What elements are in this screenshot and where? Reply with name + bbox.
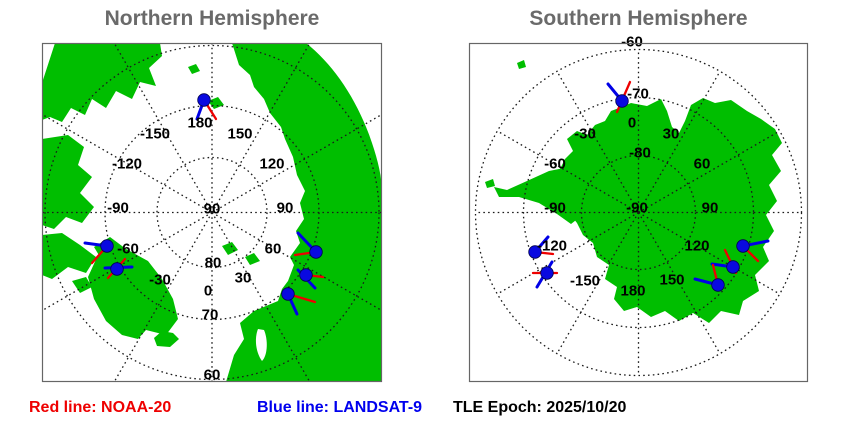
graticule-label: -90 (626, 199, 648, 216)
graticule-label: 90 (277, 199, 294, 216)
graticule-label: 120 (684, 237, 709, 254)
meridian-line (556, 212, 640, 354)
landmass (517, 60, 526, 69)
legend-red-noaa20: Red line: NOAA-20 (29, 399, 172, 416)
satellite-dot (726, 260, 740, 274)
landmass (188, 64, 200, 74)
satellite-dot (197, 93, 211, 107)
landmass (42, 43, 162, 122)
graticule-label: 60 (204, 366, 221, 383)
landmass (222, 242, 238, 255)
satellite-dot (528, 245, 542, 259)
graticule-label: -30 (574, 125, 596, 142)
latitude-ring (474, 48, 803, 377)
satellite-marker (103, 257, 134, 280)
landmass (245, 253, 260, 265)
graticule-label: 30 (663, 125, 680, 142)
legend-blue-landsat9: Blue line: LANDSAT-9 (257, 399, 423, 416)
landmass (88, 249, 178, 339)
graticule-label: -80 (629, 144, 651, 161)
south-polar-map: -60 -70 0 -30 30 -80 -60 60 -90 -90 90 -120 120 -150 1… (468, 33, 809, 383)
satellite-dot (281, 287, 295, 301)
graticule-label: 180 (187, 114, 212, 131)
satellite-dot (711, 278, 725, 292)
north-hemisphere-title: Northern Hemisphere (104, 7, 320, 30)
satellite-marker (710, 248, 740, 275)
graticule-label: -120 (537, 237, 567, 254)
satellite-dot (615, 94, 629, 108)
satellite-marker (693, 263, 725, 292)
meridian-line (497, 130, 639, 214)
satellite-marker (293, 231, 323, 259)
graticule-label: 60 (265, 240, 282, 257)
graticule-label: 30 (235, 269, 252, 286)
sea-inlet (255, 329, 267, 361)
graticule-label: -90 (544, 199, 566, 216)
graticule-label: 150 (659, 271, 684, 288)
satellite-dot (540, 266, 554, 280)
graticule-label: 90 (702, 199, 719, 216)
satellite-dot (736, 239, 750, 253)
satellite-dot (309, 245, 323, 259)
graticule-label: -120 (112, 155, 142, 172)
landmass (72, 277, 92, 293)
satellite-marker (528, 235, 555, 259)
satellite-marker (83, 239, 114, 265)
satellite-marker (281, 287, 317, 316)
graticule-label: 80 (205, 254, 222, 271)
landmass (494, 167, 580, 224)
tle-epoch-text: TLE Epoch: 2025/10/20 (453, 399, 627, 416)
south-hemisphere-title: Southern Hemisphere (529, 7, 748, 30)
landmass (42, 233, 96, 279)
satellite-marker (606, 80, 632, 114)
meridian-line (637, 71, 721, 213)
graticule-label: -150 (570, 272, 600, 289)
graticule-label: -70 (627, 85, 649, 102)
graticule-label: 60 (694, 155, 711, 172)
graticule-label: 0 (204, 282, 212, 299)
map-frame (41, 42, 383, 383)
graticule-label: 0 (628, 114, 636, 131)
meridian-line (638, 130, 780, 214)
satellite-dot (110, 262, 124, 276)
latitude-ring (580, 154, 697, 271)
latitude-ring (44, 44, 380, 381)
landmass (154, 331, 179, 347)
latitude-ring (522, 96, 755, 329)
meridian-line (638, 211, 780, 295)
graticule-label: 70 (202, 306, 219, 323)
map-frame (468, 42, 809, 383)
meridian-line (637, 212, 721, 354)
graticule-label: 120 (259, 155, 284, 172)
north-polar-map: 180 -150 150 -120 120 -90 90 90 -60 60 80 -30 30 0 70 6… (41, 42, 383, 383)
graticule-label: -60 (621, 33, 643, 50)
satellite-dot (299, 268, 313, 282)
graticule-label: 90 (204, 200, 221, 217)
meridian-line (556, 71, 640, 213)
satellite-dot (100, 239, 114, 253)
satellite-marker (195, 93, 218, 121)
landmass (42, 135, 94, 229)
graticule-label: -90 (107, 199, 129, 216)
graticule-label: -60 (544, 155, 566, 172)
latitude-ring (156, 156, 268, 269)
graticule-label: -60 (117, 240, 139, 257)
meridian-line (497, 211, 639, 295)
graticule-label: 180 (620, 282, 645, 299)
graticule-label: -150 (140, 125, 170, 142)
graticule-label: 150 (227, 125, 252, 142)
satellite-marker (531, 260, 559, 289)
landmass (485, 179, 495, 188)
satellite-marker (296, 268, 325, 290)
satellite-marker (736, 239, 770, 263)
graticule-label: -30 (149, 271, 171, 288)
